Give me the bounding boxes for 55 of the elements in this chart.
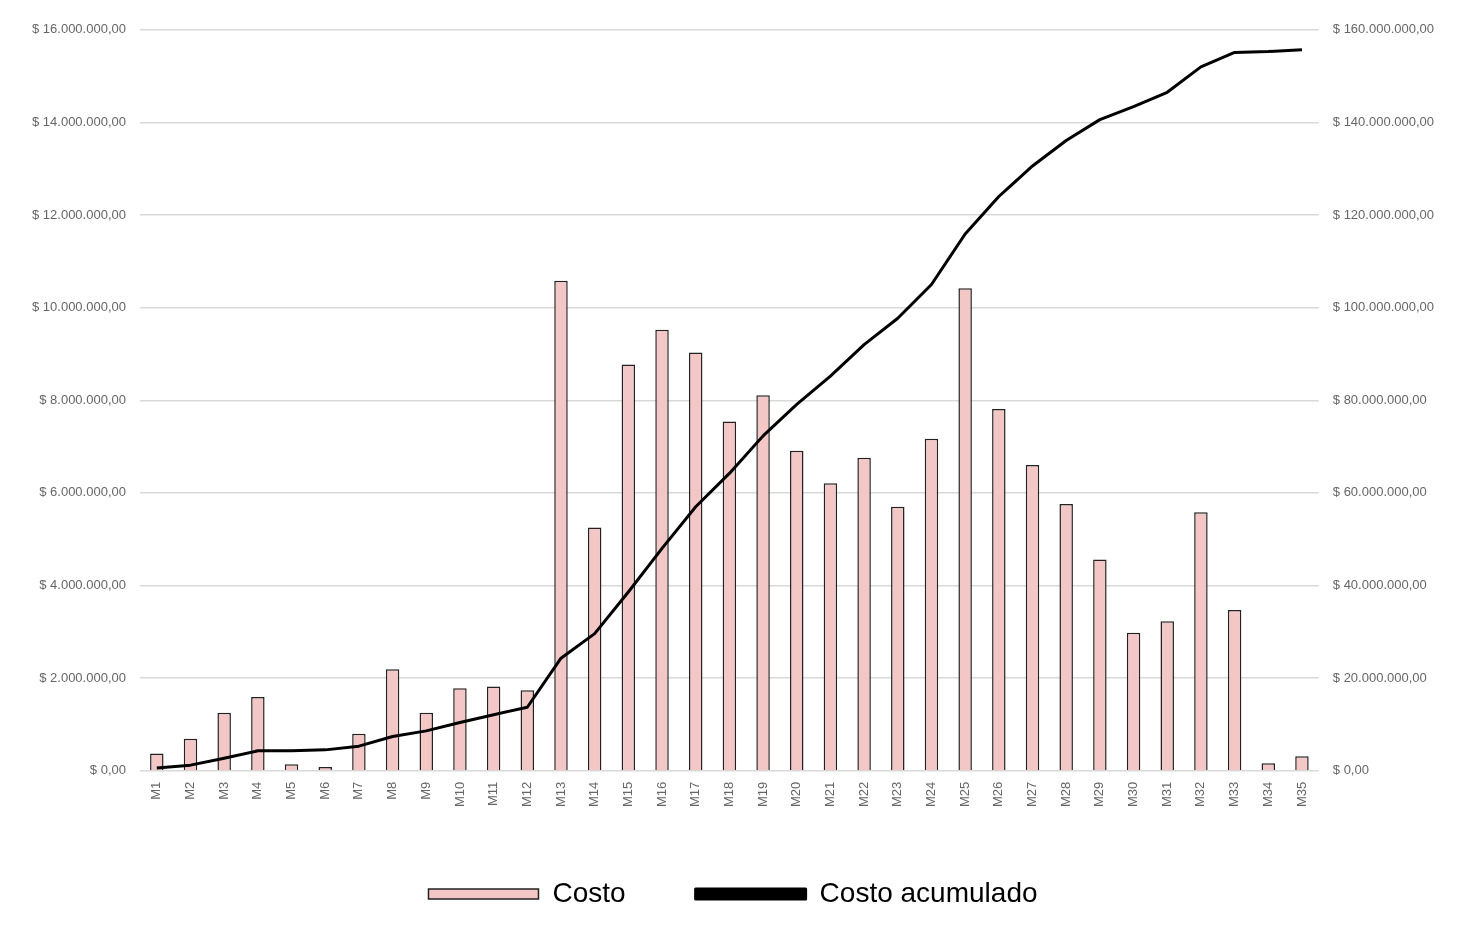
y-tick-label: $ 0,00 xyxy=(89,762,126,778)
x-tick-label: M25 xyxy=(956,781,972,808)
x-tick-label: M35 xyxy=(1293,781,1309,808)
legend-label: Costo acumulado xyxy=(819,876,1038,908)
x-tick-label: M8 xyxy=(384,781,400,800)
x-tick-label: M18 xyxy=(720,781,736,808)
y-tick-label: $ 16.000.000,00 xyxy=(31,21,126,37)
legend-label: Costo xyxy=(552,876,626,908)
y2-tick-label: $ 40.000.000,00 xyxy=(1332,577,1427,593)
x-tick-label: M7 xyxy=(350,781,366,800)
x-tick-label: M11 xyxy=(485,781,501,807)
x-tick-label: M1 xyxy=(148,781,164,800)
x-tick-label: M27 xyxy=(1024,781,1040,808)
x-tick-label: M6 xyxy=(316,781,332,800)
x-tick-label: M12 xyxy=(518,781,534,808)
x-tick-label: M31 xyxy=(1158,781,1174,808)
x-tick-label: M34 xyxy=(1259,781,1275,808)
x-tick-label: M2 xyxy=(182,781,198,800)
x-tick-label: M33 xyxy=(1226,781,1242,808)
x-tick-label: M5 xyxy=(283,781,299,800)
y-tick-label: $ 4.000.000,00 xyxy=(39,577,126,593)
x-tick-label: M14 xyxy=(586,781,602,808)
x-tick-label: M9 xyxy=(417,781,433,800)
y-tick-label: $ 6.000.000,00 xyxy=(39,484,126,500)
y2-tick-label: $ 20.000.000,00 xyxy=(1332,669,1427,685)
x-tick-label: M20 xyxy=(788,781,804,808)
y2-tick-label: $ 0,00 xyxy=(1332,762,1369,778)
y-tick-label: $ 10.000.000,00 xyxy=(31,299,126,315)
x-tick-label: M17 xyxy=(687,781,703,808)
x-tick-label: M16 xyxy=(653,781,669,808)
x-tick-label: M21 xyxy=(822,781,837,808)
x-tick-label: M10 xyxy=(451,781,467,808)
x-tick-label: M24 xyxy=(923,781,939,808)
y2-tick-label: $ 100.000.000,00 xyxy=(1332,299,1435,315)
y2-tick-label: $ 120.000.000,00 xyxy=(1332,206,1435,222)
x-tick-label: M23 xyxy=(889,781,905,808)
x-tick-label: M4 xyxy=(249,781,265,800)
y2-tick-label: $ 160.000.000,00 xyxy=(1332,21,1435,37)
x-tick-label: M28 xyxy=(1057,781,1073,808)
y2-tick-label: $ 60.000.000,00 xyxy=(1332,484,1427,500)
y-tick-label: $ 8.000.000,00 xyxy=(39,391,126,407)
x-tick-label: M13 xyxy=(552,781,568,808)
y-tick-label: $ 2.000.000,00 xyxy=(39,669,126,685)
x-tick-label: M3 xyxy=(215,781,231,800)
x-tick-label: M19 xyxy=(754,781,770,808)
y-tick-label: $ 12.000.000,00 xyxy=(31,206,126,222)
y-tick-label: $ 14.000.000,00 xyxy=(31,113,126,129)
y2-tick-label: $ 80.000.000,00 xyxy=(1332,391,1427,407)
x-tick-label: M32 xyxy=(1192,781,1208,808)
x-tick-label: M15 xyxy=(619,781,635,808)
y2-tick-label: $ 140.000.000,00 xyxy=(1332,113,1435,129)
x-tick-label: M22 xyxy=(855,781,871,808)
x-tick-label: M29 xyxy=(1091,781,1107,808)
x-tick-label: M30 xyxy=(1125,781,1141,808)
x-tick-label: M26 xyxy=(990,781,1006,808)
